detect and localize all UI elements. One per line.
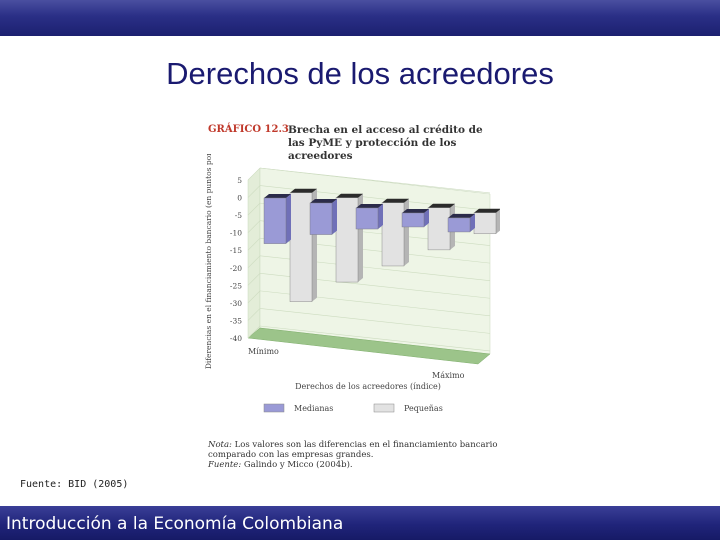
bar-top-medianas-1 [310,198,337,203]
y-tick-label-1: 0 [237,194,242,203]
chart-title: Brecha en el acceso al crédito de las Py… [288,124,483,162]
chart-side-wall [247,167,261,339]
bar-medianas-0 [263,197,287,244]
slide-source: Fuente: BID (2005) [20,479,129,490]
y-tick-label-8: -35 [230,316,242,325]
bar-top-medianas-0 [264,193,291,198]
legend-label-0: Medianas [294,404,333,413]
bar-side-medianas-1 [332,198,337,235]
bar-pequeñas-3 [427,207,451,251]
slide-title: Derechos de los acreedores [166,56,554,91]
figure-label: GRÁFICO 12.3 [208,124,289,135]
x-end-label-min: Mínimo [248,347,279,356]
bar-top-pequeñas-3 [428,203,455,208]
y-tick-label-3: -10 [230,229,242,238]
y-tick-label-0: 5 [237,176,242,185]
y-tick-label-7: -30 [230,299,242,308]
y-tick-label-4: -15 [230,246,242,255]
bar-top-medianas-3 [402,208,429,213]
gridline-side-3 [247,220,261,233]
gridline-side-5 [247,255,261,268]
y-tick-label-9: -40 [230,334,242,343]
legend: Medianas Pequeñas [263,403,443,413]
top-band [0,0,720,36]
legend-swatch-1 [373,403,395,413]
gridline-side-4 [247,238,261,251]
chart-note: Nota: Los valores son las diferencias en… [208,440,498,470]
bar-top-medianas-2 [356,203,383,208]
gridline-side-7 [247,290,261,304]
gridline-back-8 [259,308,491,334]
y-tick-label-2: -5 [235,211,243,220]
bar-top-pequeñas-2 [382,198,409,203]
bar-medianas-4 [447,217,471,233]
bar-pequeñas-1 [335,197,359,283]
source-label: Fuente: [208,460,242,470]
gridline-side-6 [247,273,261,286]
source-text: Galindo y Micco (2004b). [243,460,353,470]
bar-pequeñas-2 [381,202,405,267]
bar-side-medianas-0 [286,193,291,244]
bottom-band [0,506,720,540]
bar-side-medianas-4 [470,213,475,232]
bar-side-pequeñas-2 [404,198,409,266]
x-axis-label: Derechos de los acreedores (índice) [295,382,441,391]
chart-floor [247,327,491,365]
bar-top-pequeñas-0 [290,188,317,193]
gridline-back-0 [259,167,491,194]
footer-title: Introducción a la Economía Colombiana [6,514,344,534]
legend-label-1: Pequeñas [404,404,443,413]
bar-pequeñas-4 [473,212,497,235]
bar-medianas-2 [355,207,379,230]
note-label: Nota: [208,440,232,450]
bar-side-medianas-2 [378,203,383,230]
bar-top-medianas-4 [448,213,475,218]
note-text: Los valores son las diferencias en el fi… [208,440,498,460]
y-tick-label-5: -20 [230,264,242,273]
gridline-side-8 [247,308,261,321]
bar-medianas-1 [309,202,333,235]
y-axis-label: Diferencias en el financiamiento bancari… [204,154,213,369]
x-end-label-max: Máximo [432,371,465,380]
chart-svg: 5 0 -5 -10 -15 -20 -25 -30 -35 -40 Diferencias en… [204,154,500,413]
bar-top-pequeñas-4 [474,208,500,213]
bar-pequeñas-0 [289,192,313,302]
bar-side-pequeñas-4 [496,209,500,234]
bar-side-medianas-3 [424,208,429,227]
chart-figure: GRÁFICO 12.3 Brecha en el acceso al créd… [200,118,500,478]
bar-medianas-3 [401,212,425,228]
gridline-back-9 [259,325,491,352]
bar-top-pequeñas-1 [336,193,363,198]
gridline-side-1 [247,185,261,198]
gridline-side-0 [247,167,261,181]
legend-swatch-0 [263,403,285,413]
gridline-side-2 [247,202,261,216]
y-tick-label-6: -25 [230,281,242,290]
gridline-side-9 [247,325,261,339]
